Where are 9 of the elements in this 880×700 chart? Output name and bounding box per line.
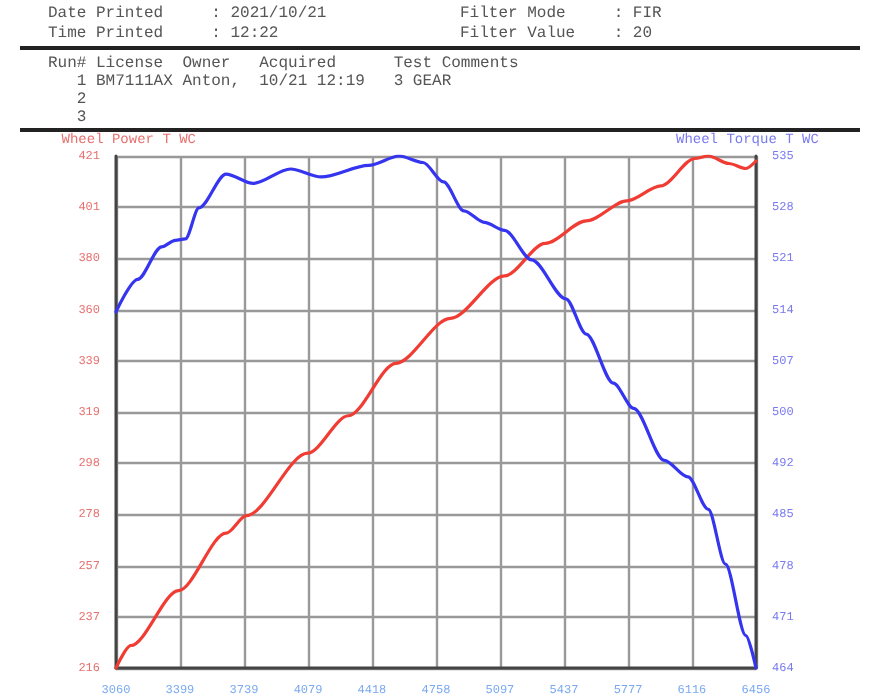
text: 1 BM7111AX Anton, 10/21 12:19 3 GEAR xyxy=(48,73,452,91)
text: Run# License Owner Acquired Test Comments xyxy=(48,55,519,73)
text: 2 xyxy=(48,91,87,109)
text: 3 xyxy=(48,109,87,127)
text: Filter Value : 20 xyxy=(460,25,653,43)
text: Date Printed : 2021/10/21 xyxy=(48,5,327,23)
text: Time Printed : 12:22 xyxy=(48,25,279,43)
text: Filter Mode : FIR xyxy=(460,5,663,23)
line-series xyxy=(114,154,758,670)
